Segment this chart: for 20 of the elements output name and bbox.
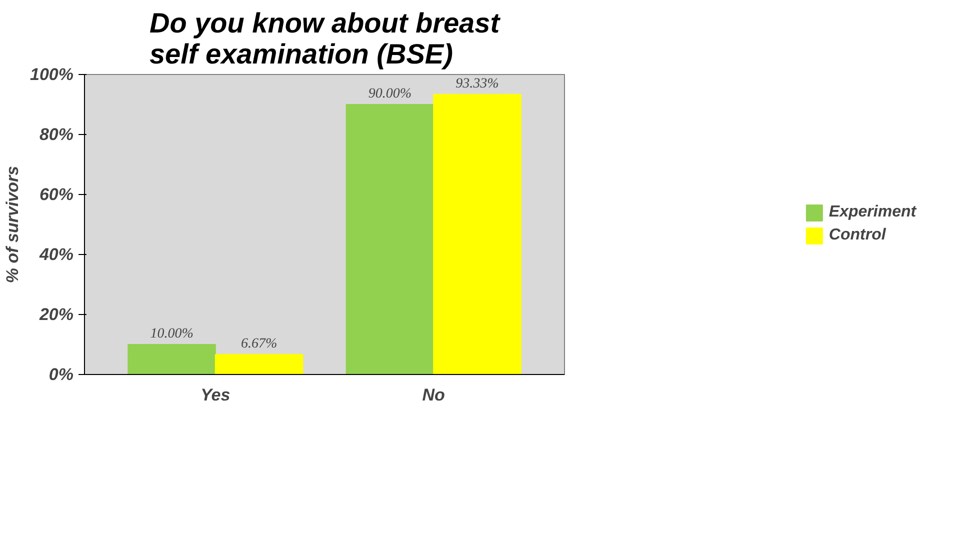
x-tick-label: Yes	[200, 386, 230, 404]
bar	[128, 344, 216, 374]
x-tick-label: No	[422, 386, 445, 404]
y-tick-label: 60%	[39, 185, 74, 204]
bar	[433, 94, 522, 374]
data-label: 10.00%	[150, 326, 194, 342]
chart-title: Do you know about breast self examination (BSE)	[149, 8, 502, 70]
bar	[346, 104, 434, 374]
y-tick-label: 0%	[48, 365, 74, 384]
data-label: 6.67%	[240, 336, 278, 352]
legend-label: Control	[828, 226, 886, 244]
data-label: 90.00%	[368, 86, 412, 102]
y-tick-label: 40%	[38, 245, 74, 264]
data-label: 93.33%	[456, 76, 499, 92]
y-tick-label: 100%	[30, 65, 74, 84]
legend-label: Experiment	[828, 204, 916, 222]
bar	[214, 354, 304, 374]
y-axis-title: % of survivors	[3, 166, 22, 284]
y-tick-label: 80%	[39, 125, 74, 144]
y-tick-label: 20%	[38, 305, 74, 324]
